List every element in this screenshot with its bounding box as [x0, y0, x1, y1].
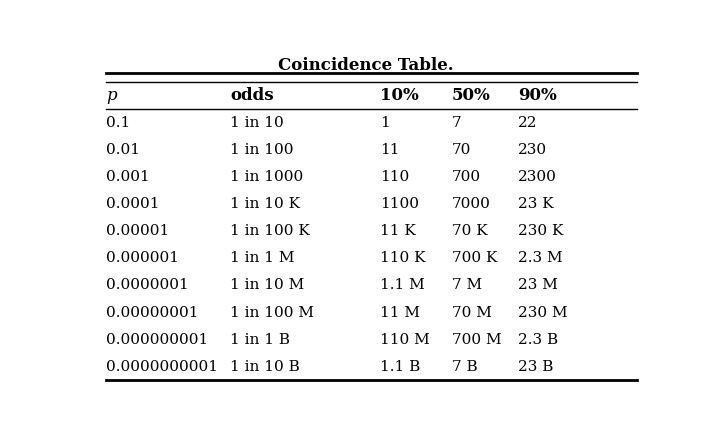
Text: 50%: 50% [452, 87, 491, 104]
Text: 0.001: 0.001 [106, 170, 150, 184]
Text: 7 B: 7 B [452, 360, 478, 374]
Text: 7000: 7000 [452, 197, 491, 211]
Text: 0.1: 0.1 [106, 116, 130, 130]
Text: 700: 700 [452, 170, 481, 184]
Text: 2.3 B: 2.3 B [518, 333, 558, 347]
Text: 0.000001: 0.000001 [106, 251, 178, 265]
Text: 11 K: 11 K [380, 224, 416, 238]
Text: 0.01: 0.01 [106, 143, 140, 157]
Text: odds: odds [231, 87, 274, 104]
Text: 1 in 10 K: 1 in 10 K [231, 197, 301, 211]
Text: 1 in 1 M: 1 in 1 M [231, 251, 295, 265]
Text: 23 B: 23 B [518, 360, 553, 374]
Text: 11: 11 [380, 143, 399, 157]
Text: 0.000000001: 0.000000001 [106, 333, 208, 347]
Text: 0.0001: 0.0001 [106, 197, 159, 211]
Text: 110: 110 [380, 170, 409, 184]
Text: 1: 1 [380, 116, 390, 130]
Text: 7: 7 [452, 116, 461, 130]
Text: 23 M: 23 M [518, 279, 558, 292]
Text: 22: 22 [518, 116, 538, 130]
Text: 1100: 1100 [380, 197, 418, 211]
Text: 0.0000000001: 0.0000000001 [106, 360, 218, 374]
Text: 1 in 10 B: 1 in 10 B [231, 360, 300, 374]
Text: Coincidence Table.: Coincidence Table. [278, 57, 453, 74]
Text: 1 in 1 B: 1 in 1 B [231, 333, 291, 347]
Text: 110 K: 110 K [380, 251, 426, 265]
Text: 1 in 100: 1 in 100 [231, 143, 294, 157]
Text: 0.0000001: 0.0000001 [106, 279, 188, 292]
Text: 1 in 100 K: 1 in 100 K [231, 224, 310, 238]
Text: 2.3 M: 2.3 M [518, 251, 563, 265]
Text: 110 M: 110 M [380, 333, 430, 347]
Text: 90%: 90% [518, 87, 557, 104]
Text: 70: 70 [452, 143, 471, 157]
Text: 70 K: 70 K [452, 224, 488, 238]
Text: 230: 230 [518, 143, 547, 157]
Text: 10%: 10% [380, 87, 418, 104]
Text: 1 in 10: 1 in 10 [231, 116, 284, 130]
Text: 1 in 10 M: 1 in 10 M [231, 279, 305, 292]
Text: 0.00001: 0.00001 [106, 224, 169, 238]
Text: 1 in 1000: 1 in 1000 [231, 170, 303, 184]
Text: 1.1 M: 1.1 M [380, 279, 425, 292]
Text: 230 M: 230 M [518, 305, 568, 320]
Text: 11 M: 11 M [380, 305, 420, 320]
Text: 2300: 2300 [518, 170, 557, 184]
Text: p: p [106, 87, 116, 104]
Text: 0.00000001: 0.00000001 [106, 305, 198, 320]
Text: 700 K: 700 K [452, 251, 497, 265]
Text: 70 M: 70 M [452, 305, 491, 320]
Text: 230 K: 230 K [518, 224, 563, 238]
Text: 1 in 100 M: 1 in 100 M [231, 305, 314, 320]
Text: 23 K: 23 K [518, 197, 554, 211]
Text: 7 M: 7 M [452, 279, 482, 292]
Text: 700 M: 700 M [452, 333, 501, 347]
Text: 1.1 B: 1.1 B [380, 360, 420, 374]
